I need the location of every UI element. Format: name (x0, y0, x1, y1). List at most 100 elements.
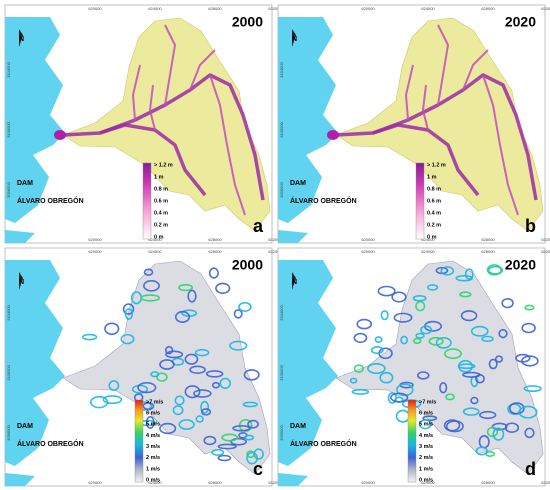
velocity-patch (491, 422, 508, 431)
x-coordinate: 624000 (421, 480, 435, 485)
velocity-patch (445, 393, 455, 401)
velocity-patch (439, 382, 448, 394)
velocity-patch (242, 401, 258, 408)
velocity-patch (393, 312, 413, 323)
legend-label: 1 m/s (146, 466, 160, 472)
velocity-patch (211, 381, 220, 389)
river (149, 84, 156, 131)
x-coordinate: 620000 (361, 480, 375, 485)
river (437, 24, 449, 106)
velocity-patch (145, 415, 155, 429)
dam-label: ÁLVARO OBREGÓN (17, 439, 84, 448)
legend-label: 0.2 m (154, 222, 168, 228)
velocity-patch (412, 337, 422, 345)
x-coordinate: 624000 (148, 480, 162, 485)
y-coordinate: 3100000 (6, 121, 11, 137)
velocity-patch (374, 336, 383, 343)
velocity-patch (178, 283, 194, 292)
legend-label: 0 m/s (146, 477, 160, 483)
velocity-patch (184, 385, 201, 399)
x-coordinate: 632000 (541, 480, 550, 485)
velocity-patch (194, 348, 210, 357)
north-label: N (19, 36, 24, 43)
velocity-patch (521, 355, 539, 367)
velocity-patch (230, 437, 248, 446)
legend-label: >7 m/s (419, 399, 436, 405)
panel-letter: a (253, 216, 264, 236)
north-arrow (292, 29, 296, 47)
y-coordinate: 3096000 (6, 424, 11, 440)
x-coordinate: 620000 (88, 237, 102, 242)
velocity-patch (193, 389, 212, 398)
dam-label: ÁLVARO OBREGÓN (290, 196, 357, 205)
velocity-patch (187, 289, 197, 303)
velocity-patch (351, 389, 370, 395)
reservoir (5, 260, 65, 486)
legend-label: 0.6 m (427, 198, 441, 204)
velocity-patch (427, 284, 439, 291)
velocity-patch (211, 448, 225, 456)
legend-label: 0 m/s (419, 477, 433, 483)
velocity-patch (435, 336, 452, 349)
x-coordinate: 628000 (481, 6, 495, 11)
dam-label: ÁLVARO OBREGÓN (17, 196, 84, 205)
panel-year: 2020 (505, 14, 536, 30)
dam-label: DAM (17, 423, 33, 430)
velocity-patch (82, 333, 98, 341)
x-coordinate: 632000 (268, 249, 282, 254)
velocity-patch (164, 345, 174, 355)
velocity-patch (143, 279, 160, 292)
velocity-patch (418, 419, 432, 430)
legend-label: 1 m/s (419, 466, 433, 472)
velocity-patch (498, 328, 508, 339)
x-coordinate: 628000 (208, 249, 222, 254)
velocity-patch (379, 371, 394, 384)
x-coordinate: 628000 (208, 480, 222, 485)
y-coordinate: 3096000 (279, 181, 284, 197)
river (482, 74, 519, 216)
legend-bar (134, 399, 144, 483)
velocity-patch (229, 340, 248, 351)
watershed (62, 17, 271, 232)
velocity-patch (201, 408, 212, 416)
velocity-patch (508, 402, 525, 415)
velocity-patch (440, 266, 455, 276)
river (99, 123, 207, 197)
north-label: N (19, 279, 24, 286)
velocity-patch (122, 303, 135, 315)
velocity-patch (247, 419, 259, 429)
velocity-patch (137, 381, 157, 394)
map-panel: N 620000 624000 628000 632000 620000 624000 628… (4, 247, 282, 487)
x-coordinate: 620000 (88, 6, 102, 11)
velocity-patch (504, 422, 520, 434)
x-coordinate: 624000 (421, 6, 435, 11)
velocity-patch (108, 380, 120, 391)
velocity-patch (462, 371, 481, 378)
legend-bar (407, 399, 417, 483)
velocity-patch (470, 396, 479, 405)
velocity-patch (367, 363, 386, 375)
velocity-patch (246, 451, 258, 465)
legend-label: 4 m/s (419, 433, 433, 439)
velocity-patch (200, 400, 210, 414)
x-coordinate: 632000 (268, 480, 282, 485)
velocity-patch (460, 310, 478, 322)
river (164, 24, 176, 106)
map-panel: N 620000 624000 628000 632000 620000 624000 628… (277, 4, 550, 244)
velocity-patch (515, 353, 531, 363)
north-arrow (292, 272, 296, 290)
legend-label: 1 m (154, 174, 164, 180)
legend-label: 5 m/s (419, 422, 433, 428)
velocity-patch (428, 336, 444, 346)
panel-letter: c (253, 459, 263, 479)
dam-label: DAM (290, 423, 306, 430)
velocity-patch (412, 295, 427, 302)
velocity-patch (143, 268, 154, 276)
x-coordinate: 624000 (148, 237, 162, 242)
velocity-patch (217, 454, 232, 462)
velocity-patch (142, 401, 155, 411)
dam-label: DAM (17, 180, 33, 187)
velocity-patch (217, 443, 237, 450)
x-coordinate: 628000 (481, 480, 495, 485)
north-arrow (19, 272, 23, 290)
